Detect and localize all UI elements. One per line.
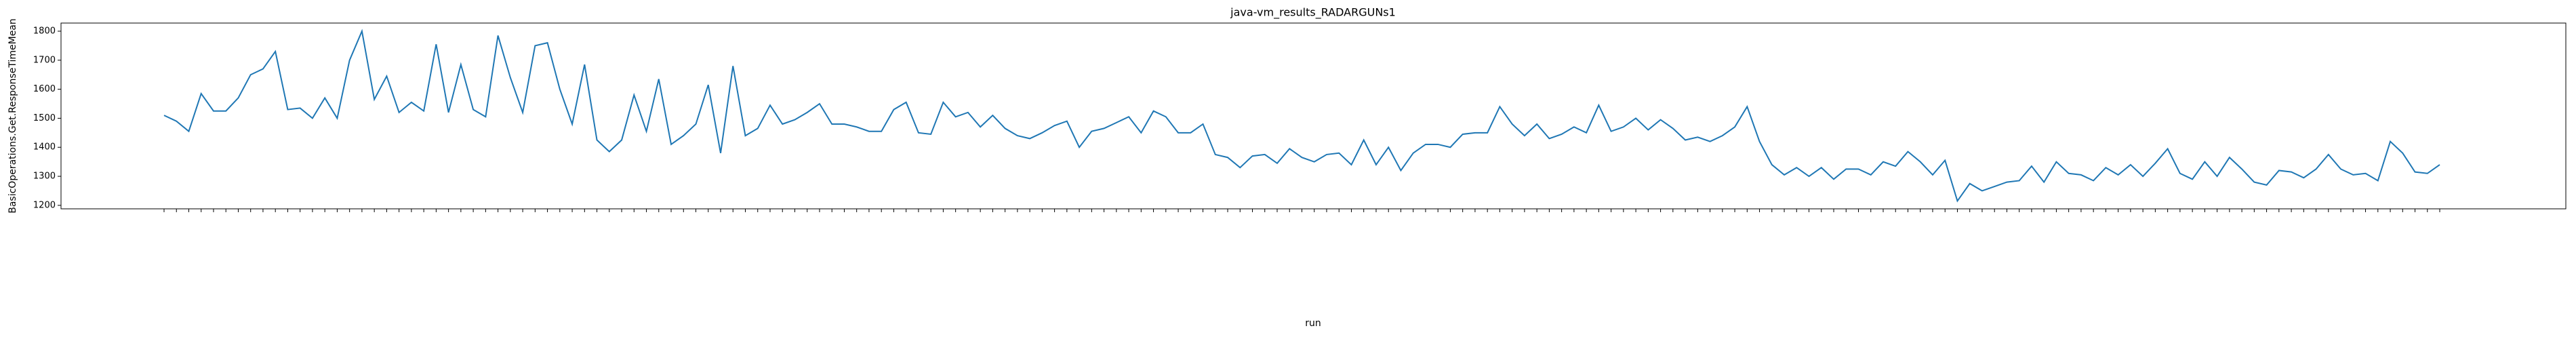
y-tick-label: 1800 [33, 26, 56, 36]
y-tick-label: 1200 [33, 200, 56, 210]
chart-title: java-vm_results_RADARGUNs1 [1230, 6, 1396, 20]
y-tick-label: 1500 [33, 113, 56, 123]
y-tick-label: 1300 [33, 172, 56, 182]
data-line [163, 28, 2440, 203]
y-tick-label: 1400 [33, 142, 56, 153]
y-tick-label: 1700 [33, 55, 56, 65]
x-axis-label: run [1305, 318, 1321, 329]
plot-frame [60, 22, 2567, 210]
y-axis-label: BasicOperations.Get.ResponseTimeMean [7, 18, 18, 214]
y-tick-label: 1600 [33, 84, 56, 94]
